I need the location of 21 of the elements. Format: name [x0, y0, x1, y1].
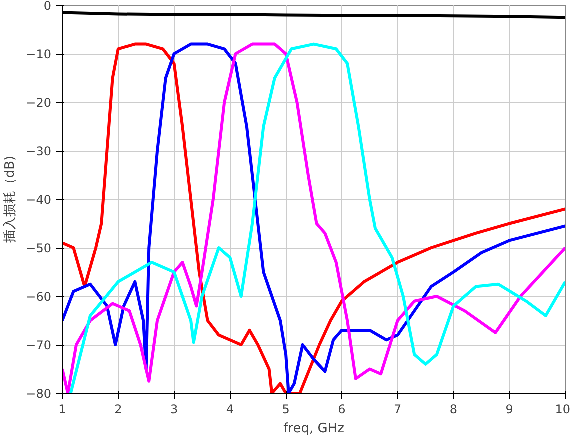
y-tick-label: −60 — [26, 290, 52, 304]
x-tick-label: 1 — [58, 402, 66, 416]
x-tick-label: 2 — [114, 402, 122, 416]
y-tick-label: −30 — [26, 144, 52, 158]
x-tick-label: 5 — [282, 402, 290, 416]
y-tick-label: 0 — [44, 0, 52, 13]
y-tick-label: −80 — [26, 387, 52, 401]
x-tick-label: 3 — [170, 402, 178, 416]
y-tick-label: −40 — [26, 193, 52, 207]
x-tick-label: 4 — [226, 402, 234, 416]
y-tick-label: −10 — [26, 48, 52, 62]
x-tick-label: 9 — [506, 402, 514, 416]
x-tick-label: 8 — [450, 402, 458, 416]
x-axis-title: freq, GHz — [284, 422, 345, 436]
x-tick-label: 6 — [338, 402, 346, 416]
y-axis-title: 插入损耗（dB) — [3, 156, 18, 244]
y-tick-label: −70 — [26, 338, 52, 352]
y-tick-label: −50 — [26, 242, 52, 256]
y-tick-label: −20 — [26, 96, 52, 110]
x-tick-label: 7 — [394, 402, 402, 416]
x-tick-label: 10 — [555, 402, 570, 416]
